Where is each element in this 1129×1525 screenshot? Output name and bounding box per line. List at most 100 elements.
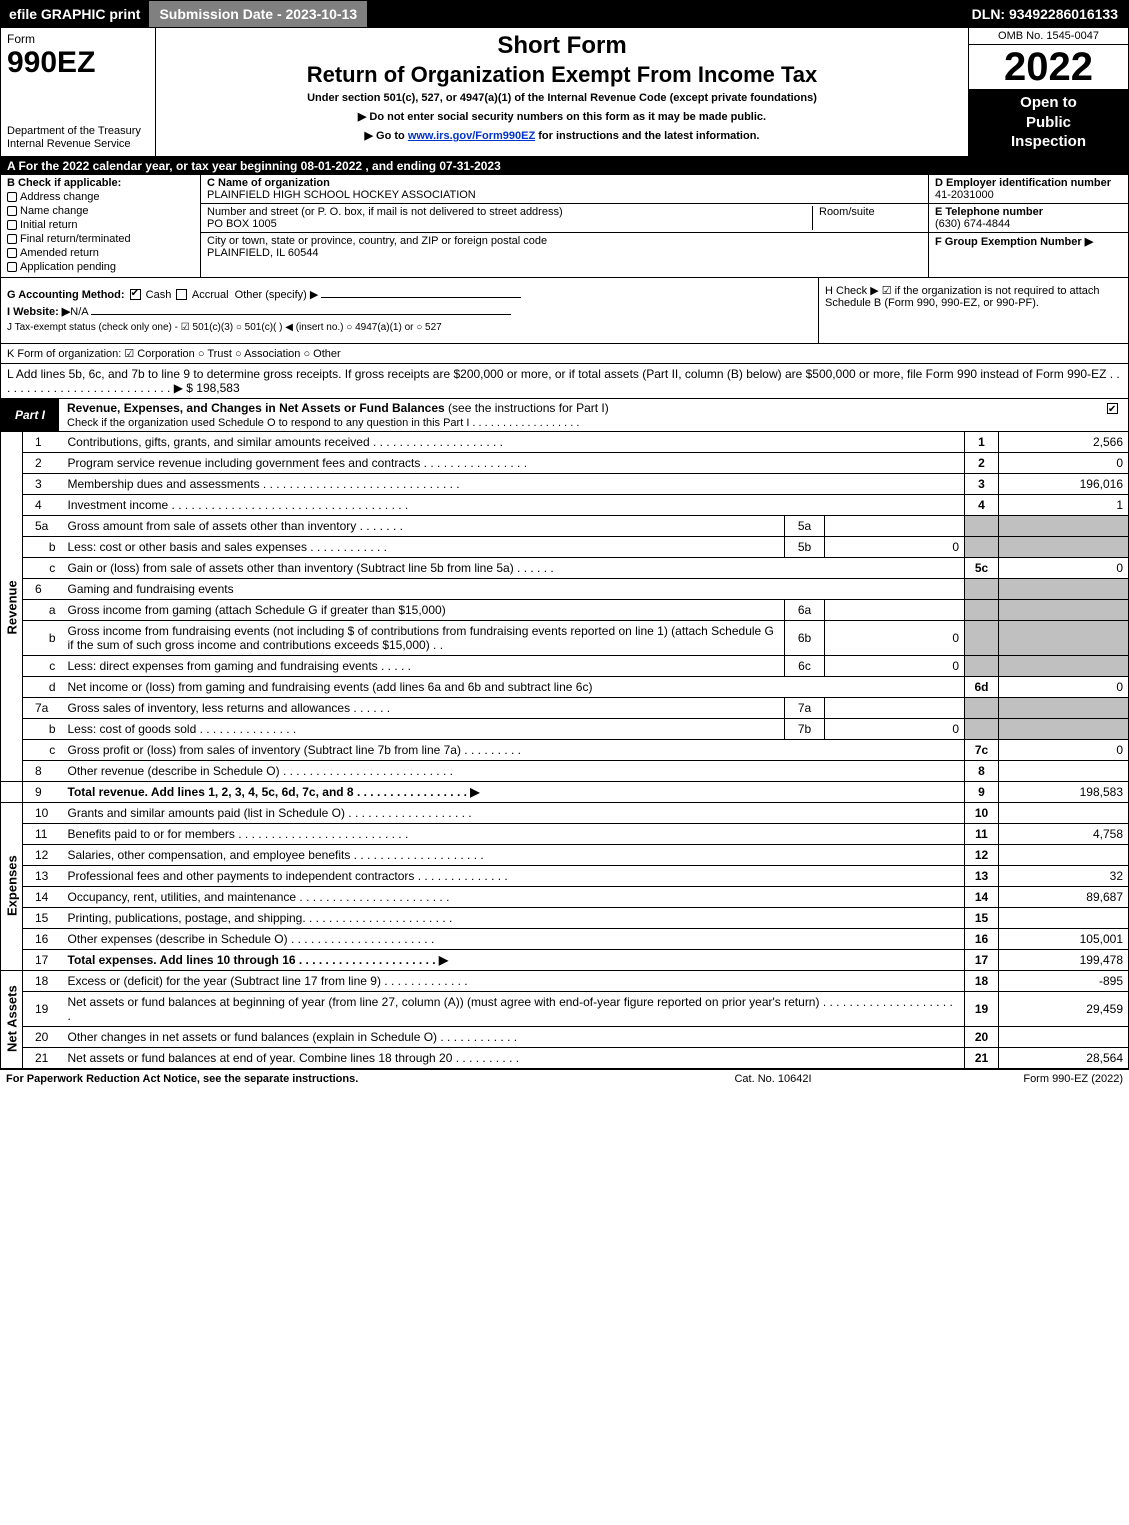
chk-address-change[interactable]: Address change bbox=[7, 191, 194, 203]
col-b: B Check if applicable: Address change Na… bbox=[1, 175, 201, 277]
line-19-value: 29,459 bbox=[999, 991, 1129, 1026]
ein-label: D Employer identification number bbox=[935, 177, 1122, 189]
website-line bbox=[91, 314, 511, 315]
line-5c-value: 0 bbox=[999, 557, 1129, 578]
short-form-title: Short Form bbox=[162, 32, 962, 60]
line-17-value: 199,478 bbox=[999, 949, 1129, 970]
ssn-warning: ▶ Do not enter social security numbers o… bbox=[162, 110, 962, 123]
submission-date: Submission Date - 2023-10-13 bbox=[149, 1, 368, 27]
line-1-value: 2,566 bbox=[999, 432, 1129, 453]
line-a: A For the 2022 calendar year, or tax yea… bbox=[0, 157, 1129, 175]
chk-app-pending[interactable]: Application pending bbox=[7, 261, 194, 273]
chk-final-return[interactable]: Final return/terminated bbox=[7, 233, 194, 245]
line-8-value bbox=[999, 760, 1129, 781]
efile-print[interactable]: efile GRAPHIC print bbox=[1, 1, 149, 27]
line-14-value: 89,687 bbox=[999, 886, 1129, 907]
return-title: Return of Organization Exempt From Incom… bbox=[162, 62, 962, 88]
under-section: Under section 501(c), 527, or 4947(a)(1)… bbox=[162, 92, 962, 104]
e-tel: E Telephone number (630) 674-4844 bbox=[929, 204, 1128, 233]
checkbox-icon bbox=[7, 206, 17, 216]
website-value: N/A bbox=[70, 306, 88, 318]
c-addr-label: Number and street (or P. O. box, if mail… bbox=[207, 206, 812, 218]
form-number: 990EZ bbox=[7, 46, 149, 80]
dln: DLN: 93492286016133 bbox=[368, 1, 1128, 27]
room-suite-label: Room/suite bbox=[812, 206, 922, 230]
line-2-value: 0 bbox=[999, 452, 1129, 473]
c-city-label: City or town, state or province, country… bbox=[207, 235, 922, 247]
row-l: L Add lines 5b, 6c, and 7b to line 9 to … bbox=[0, 364, 1129, 399]
footer: For Paperwork Reduction Act Notice, see … bbox=[0, 1069, 1129, 1088]
block-ghij: G Accounting Method: Cash Accrual Other … bbox=[0, 278, 1129, 344]
checkbox-icon bbox=[7, 248, 17, 258]
goto-post: for instructions and the latest informat… bbox=[535, 130, 759, 142]
group-label: F Group Exemption Number ▶ bbox=[935, 235, 1122, 248]
line-18-value: -895 bbox=[999, 970, 1129, 991]
org-address: PO BOX 1005 bbox=[207, 218, 812, 230]
g-accounting: G Accounting Method: Cash Accrual Other … bbox=[7, 288, 812, 301]
i-website: I Website: ▶N/A bbox=[7, 305, 812, 318]
row-k: K Form of organization: ☑ Corporation ○ … bbox=[0, 344, 1129, 364]
f-group: F Group Exemption Number ▶ bbox=[929, 233, 1128, 250]
open-to-public: Open to Public Inspection bbox=[969, 89, 1128, 156]
chk-amended[interactable]: Amended return bbox=[7, 247, 194, 259]
part1-table: Revenue 1Contributions, gifts, grants, a… bbox=[0, 432, 1129, 1069]
tel-value: (630) 674-4844 bbox=[935, 218, 1122, 230]
col-def: D Employer identification number 41-2031… bbox=[928, 175, 1128, 277]
tel-label: E Telephone number bbox=[935, 206, 1122, 218]
chk-initial-return[interactable]: Initial return bbox=[7, 219, 194, 231]
b-label: B Check if applicable: bbox=[7, 177, 194, 189]
c-name-label: C Name of organization bbox=[207, 177, 922, 189]
checkbox-cash-icon[interactable] bbox=[130, 289, 141, 300]
checkbox-accrual-icon[interactable] bbox=[176, 289, 187, 300]
schedule-o-check-icon[interactable] bbox=[1107, 403, 1118, 414]
part-1-header: Part I Revenue, Expenses, and Changes in… bbox=[0, 399, 1129, 432]
form-word: Form bbox=[7, 32, 149, 46]
line-15-value bbox=[999, 907, 1129, 928]
goto-pre: ▶ Go to bbox=[365, 130, 408, 142]
line-21-value: 28,564 bbox=[999, 1047, 1129, 1068]
h-col: H Check ▶ ☑ if the organization is not r… bbox=[818, 278, 1128, 343]
header-center: Short Form Return of Organization Exempt… bbox=[156, 28, 968, 156]
form-id: Form 990-EZ (2022) bbox=[923, 1073, 1123, 1085]
paperwork-notice: For Paperwork Reduction Act Notice, see … bbox=[6, 1073, 623, 1085]
ein-value: 41-2031000 bbox=[935, 189, 1122, 201]
j-tax-exempt: J Tax-exempt status (check only one) - ☑… bbox=[7, 322, 812, 333]
c-city-row: City or town, state or province, country… bbox=[201, 233, 928, 261]
checkbox-icon bbox=[7, 192, 17, 202]
part-sub: Check if the organization used Schedule … bbox=[67, 417, 579, 429]
efile-label: efile GRAPHIC print bbox=[9, 6, 140, 22]
dept-label: Department of the Treasury Internal Reve… bbox=[7, 125, 149, 151]
line-20-value bbox=[999, 1026, 1129, 1047]
checkbox-icon bbox=[7, 220, 17, 230]
line-11-value: 4,758 bbox=[999, 823, 1129, 844]
net-assets-section-label: Net Assets bbox=[1, 970, 23, 1068]
line-10-value bbox=[999, 802, 1129, 823]
org-name: PLAINFIELD HIGH SCHOOL HOCKEY ASSOCIATIO… bbox=[207, 189, 922, 201]
part-title: Revenue, Expenses, and Changes in Net As… bbox=[59, 399, 1128, 431]
form-header: Form 990EZ Department of the Treasury In… bbox=[0, 28, 1129, 157]
irs-link[interactable]: www.irs.gov/Form990EZ bbox=[408, 130, 535, 142]
checkbox-icon bbox=[7, 234, 17, 244]
c-name-row: C Name of organization PLAINFIELD HIGH S… bbox=[201, 175, 928, 204]
d-ein: D Employer identification number 41-2031… bbox=[929, 175, 1128, 204]
omb-number: OMB No. 1545-0047 bbox=[969, 28, 1128, 45]
dln-label: DLN: 93492286016133 bbox=[972, 6, 1118, 22]
line-12-value bbox=[999, 844, 1129, 865]
website-label: I Website: ▶ bbox=[7, 306, 70, 318]
revenue-section-label: Revenue bbox=[1, 432, 23, 782]
block-bcdef: B Check if applicable: Address change Na… bbox=[0, 175, 1129, 278]
part-pill: Part I bbox=[1, 406, 59, 424]
cat-no: Cat. No. 10642I bbox=[623, 1073, 923, 1085]
line-6d-value: 0 bbox=[999, 676, 1129, 697]
tax-year: 2022 bbox=[969, 45, 1128, 89]
g-col: G Accounting Method: Cash Accrual Other … bbox=[1, 278, 818, 343]
line-9-value: 198,583 bbox=[999, 781, 1129, 802]
line-4-value: 1 bbox=[999, 494, 1129, 515]
goto-line: ▶ Go to www.irs.gov/Form990EZ for instru… bbox=[162, 129, 962, 142]
other-specify-line bbox=[321, 297, 521, 298]
chk-name-change[interactable]: Name change bbox=[7, 205, 194, 217]
col-c: C Name of organization PLAINFIELD HIGH S… bbox=[201, 175, 928, 277]
header-left: Form 990EZ Department of the Treasury In… bbox=[1, 28, 156, 156]
line-13-value: 32 bbox=[999, 865, 1129, 886]
submission-date-label: Submission Date - 2023-10-13 bbox=[159, 6, 357, 22]
